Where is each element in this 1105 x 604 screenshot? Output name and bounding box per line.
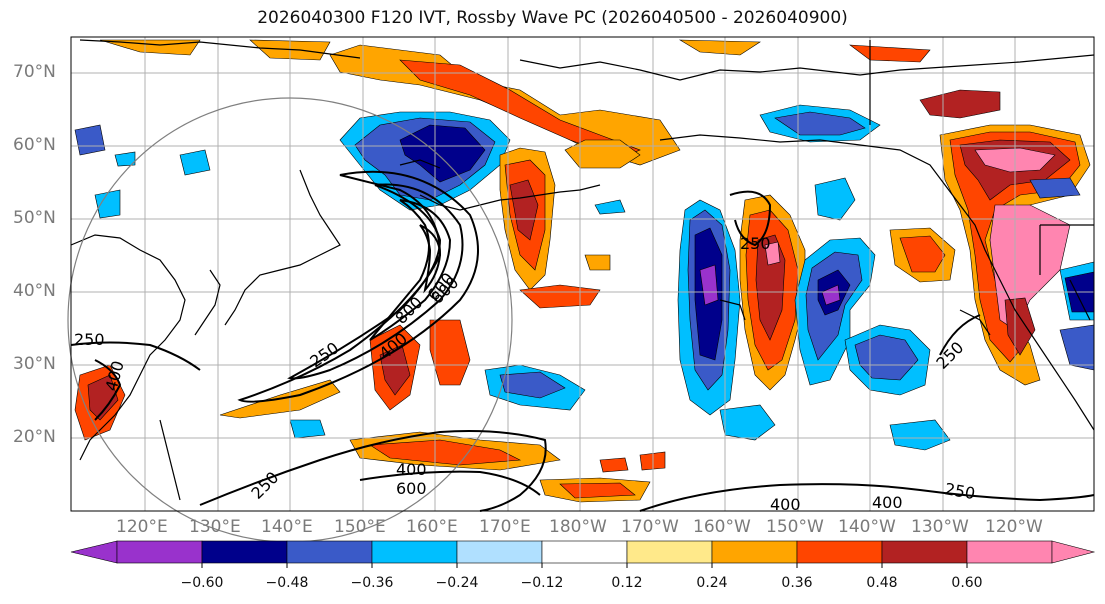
lon-label-150e: 150°E <box>334 517 386 537</box>
lon-label-140w: 140°W <box>838 517 896 537</box>
lon-label-170w: 170°W <box>621 517 679 537</box>
lat-label-70n: 70°N <box>13 62 56 82</box>
contour-label: 250 <box>74 330 105 349</box>
lon-label-120e: 120°E <box>116 517 168 537</box>
lon-label-130w: 130°W <box>911 517 969 537</box>
contour-label: 250 <box>740 234 771 253</box>
colorbar-bin <box>796 540 883 564</box>
coastlines <box>70 39 1095 501</box>
colorbar-bin <box>201 540 288 564</box>
lon-label-130e: 130°E <box>189 517 241 537</box>
colorbar-bin <box>626 540 713 564</box>
lon-label-150w: 150°W <box>766 517 824 537</box>
colorbar-tick-label: 0.60 <box>951 575 983 591</box>
colorbar-bin <box>456 540 543 564</box>
colorbar-bin <box>881 540 968 564</box>
colorbar-over <box>1051 540 1096 564</box>
colorbar-bin <box>966 540 1053 564</box>
contour-label: 400 <box>396 460 427 479</box>
contour-label: 400 <box>770 495 801 514</box>
colorbar-bin <box>541 540 628 564</box>
colorbar-tick-label: −0.12 <box>520 575 564 591</box>
colorbar-tick-label: 0.12 <box>611 575 643 591</box>
lon-label-180w: 180°W <box>549 517 607 537</box>
lon-label-160e: 160°E <box>406 517 458 537</box>
colorbar-bin <box>286 540 373 564</box>
lat-label-50n: 50°N <box>13 208 56 228</box>
contour-label: 600 <box>396 479 427 498</box>
lon-label-140e: 140°E <box>261 517 313 537</box>
colorbar-under <box>70 540 118 564</box>
colorbar-tick-label: −0.36 <box>350 575 394 591</box>
lat-label-30n: 30°N <box>13 354 56 374</box>
map-title: 2026040300 F120 IVT, Rossby Wave PC (202… <box>257 8 848 28</box>
contour-label: 400 <box>872 493 903 512</box>
lon-label-120w: 120°W <box>985 517 1043 537</box>
map-frame <box>70 36 1095 512</box>
lat-label-40n: 40°N <box>13 281 56 301</box>
ivt-contours <box>70 170 1095 512</box>
colorbar-bin <box>371 540 458 564</box>
colorbar-bin <box>711 540 798 564</box>
colorbar-bin <box>116 540 203 564</box>
lat-label-20n: 20°N <box>13 427 56 447</box>
colorbar-tick-label: −0.24 <box>435 575 479 591</box>
colorbar-tick-label: −0.48 <box>265 575 309 591</box>
lon-label-160w: 160°W <box>693 517 751 537</box>
colorbar <box>70 540 1096 564</box>
colorbar-tick-label: −0.60 <box>180 575 224 591</box>
lat-label-60n: 60°N <box>13 135 56 155</box>
colorbar-tick-label: 0.48 <box>866 575 898 591</box>
colorbar-tick-label: 0.24 <box>696 575 728 591</box>
colorbar-tick-label: 0.36 <box>781 575 813 591</box>
colorbar-ticks <box>201 563 968 568</box>
lon-label-170e: 170°E <box>479 517 531 537</box>
